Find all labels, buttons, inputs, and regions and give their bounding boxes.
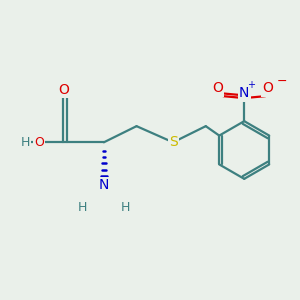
Text: −: − (276, 75, 287, 88)
Text: H: H (20, 136, 30, 149)
Text: O: O (262, 82, 273, 95)
Text: N: N (239, 86, 249, 100)
Text: +: + (247, 80, 255, 90)
Text: O: O (212, 82, 223, 95)
Text: H: H (78, 201, 87, 214)
Text: H: H (120, 201, 130, 214)
Text: O: O (58, 83, 69, 98)
Text: N: N (99, 178, 109, 192)
Text: S: S (169, 135, 178, 149)
Text: O: O (34, 136, 44, 149)
